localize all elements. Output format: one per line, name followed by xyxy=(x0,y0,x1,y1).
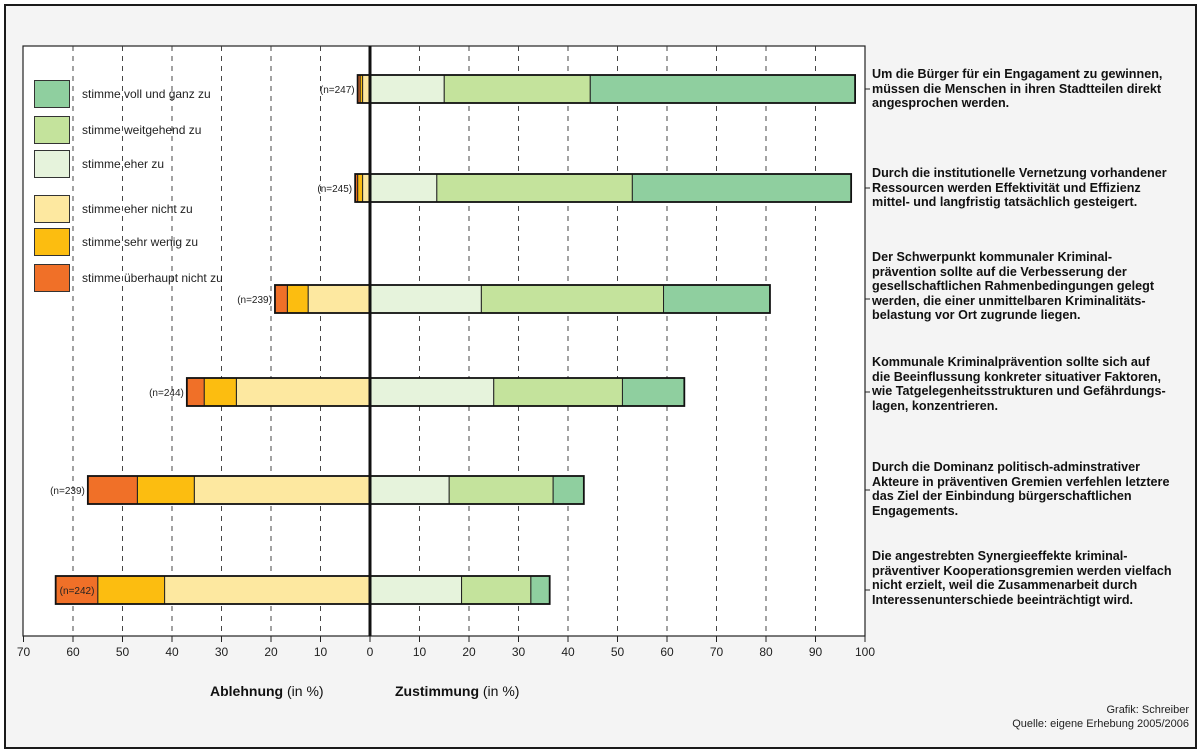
bar-outline xyxy=(86,475,585,505)
x-axis-title-zustimmung: Zustimmung (in %) xyxy=(395,683,520,699)
legend-swatch xyxy=(34,116,70,144)
bar-segment-weitgehend xyxy=(443,74,591,104)
x-tick-label: 60 xyxy=(66,645,80,659)
bar-segment-weitgehend xyxy=(461,575,532,605)
bar-segment-eher xyxy=(369,575,463,605)
bar-segment-weitgehend xyxy=(448,475,554,505)
statement-text: Kommunale Kriminalprävention sollte sich… xyxy=(872,355,1166,413)
bar-segment-eher-nicht xyxy=(164,575,371,605)
statement-text: Der Schwerpunkt kommunaler Kriminal- prä… xyxy=(872,250,1155,322)
bar-segment-weitgehend xyxy=(480,284,665,314)
chart-credits: Grafik: Schreiber Quelle: eigene Erhebun… xyxy=(1012,703,1189,731)
bar-outline xyxy=(356,74,857,104)
legend-swatch xyxy=(34,228,70,256)
bar-segment-weitgehend xyxy=(436,173,633,203)
x-tick-label: 30 xyxy=(512,645,526,659)
n-label: (n=242) xyxy=(60,586,95,597)
n-label: (n=245) xyxy=(317,184,352,195)
x-tick-label: 30 xyxy=(215,645,229,659)
bar-segment-sehr-wenig xyxy=(203,377,237,407)
n-label: (n=247) xyxy=(320,85,355,96)
legend-label: stimme überhaupt nicht zu xyxy=(82,271,223,285)
legend-label: stimme eher nicht zu xyxy=(82,202,193,216)
legend-item-weitgehend: stimme weitgehend zu xyxy=(34,116,334,146)
legend-item-voll: stimme voll und ganz zu xyxy=(34,80,334,110)
bar-outline xyxy=(54,575,551,605)
bar-segment-eher xyxy=(369,74,445,104)
bar-segment-eher-nicht xyxy=(235,377,371,407)
bar-segment-weitgehend xyxy=(493,377,623,407)
statement-text: Durch die Dominanz politisch-adminstrati… xyxy=(872,460,1170,518)
statement-text: Die angestrebten Synergieeffekte krimina… xyxy=(872,549,1172,607)
x-axis-title-ablehnung: Ablehnung (in %) xyxy=(210,683,324,699)
x-tick-label: 20 xyxy=(264,645,278,659)
bar-segment-voll xyxy=(621,377,685,407)
x-tick-label: 20 xyxy=(462,645,476,659)
plot-area xyxy=(22,45,866,637)
bar-outline xyxy=(185,377,686,407)
bar-segment-sehr-wenig xyxy=(357,173,364,203)
x-tick-label: 50 xyxy=(611,645,625,659)
bar-segment-sehr-wenig xyxy=(97,575,166,605)
bar-segment-eher xyxy=(369,377,495,407)
bar-segment-ueberhaupt-nicht xyxy=(55,575,99,605)
legend-swatch xyxy=(34,80,70,108)
bar-segment-ueberhaupt-nicht xyxy=(186,377,205,407)
bar-segment-voll xyxy=(589,74,856,104)
legend-label: stimme eher zu xyxy=(82,157,165,171)
bar-segment-eher xyxy=(369,284,482,314)
n-label: (n=244) xyxy=(149,388,184,399)
credit-quelle: Quelle: eigene Erhebung 2005/2006 xyxy=(1012,718,1189,730)
x-tick-label: 0 xyxy=(367,645,374,659)
bar-segment-voll xyxy=(530,575,551,605)
legend-item-ueberhaupt-nicht: stimme überhaupt nicht zu xyxy=(34,264,334,294)
n-label: (n=239) xyxy=(237,295,272,306)
bar-segment-voll xyxy=(663,284,771,314)
x-tick-label: 50 xyxy=(116,645,130,659)
bar-segment-voll xyxy=(631,173,852,203)
legend-item-eher: stimme eher zu xyxy=(34,150,334,180)
x-tick-label: 70 xyxy=(17,645,31,659)
legend-item-sehr-wenig: stimme sehr wenig zu xyxy=(34,228,334,258)
bar-segment-voll xyxy=(552,475,585,505)
x-tick-label: 80 xyxy=(759,645,773,659)
bar-outline xyxy=(354,173,853,203)
x-tick-label: 10 xyxy=(413,645,427,659)
x-tick-label: 100 xyxy=(855,645,875,659)
bar-segment-eher xyxy=(369,475,450,505)
n-label: (n=239) xyxy=(50,486,85,497)
statement-text: Durch die institutionelle Vernetzung vor… xyxy=(872,166,1167,209)
x-tick-label: 40 xyxy=(561,645,575,659)
bar-segment-eher-nicht xyxy=(193,475,371,505)
bar-segment-sehr-wenig xyxy=(136,475,195,505)
x-tick-label: 60 xyxy=(660,645,674,659)
statement-text: Um die Bürger für ein Engagament zu gewi… xyxy=(872,67,1163,110)
bar-segment-ueberhaupt-nicht xyxy=(87,475,138,505)
x-tick-label: 40 xyxy=(165,645,179,659)
legend-item-eher-nicht: stimme eher nicht zu xyxy=(34,195,334,225)
legend-swatch xyxy=(34,195,70,223)
x-tick-label: 90 xyxy=(809,645,823,659)
credit-grafik: Grafik: Schreiber xyxy=(1106,704,1189,716)
x-tick-label: 10 xyxy=(314,645,328,659)
bar-segment-eher xyxy=(369,173,438,203)
legend-label: stimme weitgehend zu xyxy=(82,123,202,137)
legend-label: stimme sehr wenig zu xyxy=(82,235,199,249)
legend-swatch xyxy=(34,150,70,178)
bar-outline xyxy=(274,284,771,314)
x-tick-label: 70 xyxy=(710,645,724,659)
legend-label: stimme voll und ganz zu xyxy=(82,87,211,101)
legend-swatch xyxy=(34,264,70,292)
